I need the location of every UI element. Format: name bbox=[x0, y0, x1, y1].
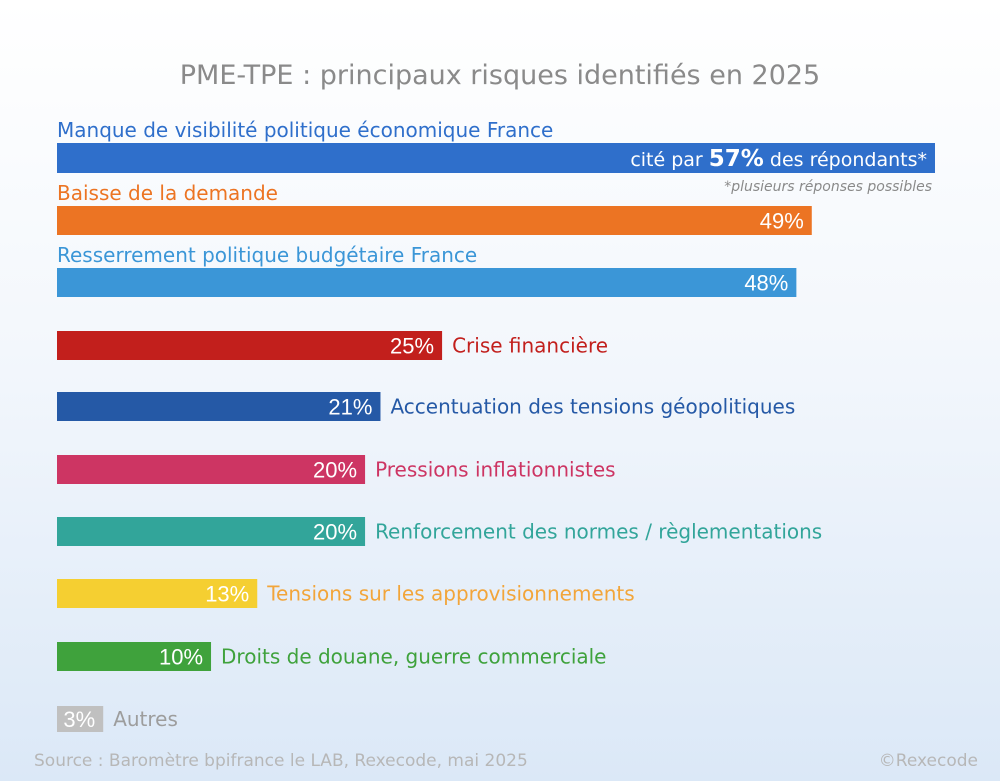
value-prefix: cité par bbox=[630, 149, 708, 171]
bar-4 bbox=[57, 331, 443, 360]
category-label-1: Manque de visibilité politique économiqu… bbox=[57, 118, 553, 142]
category-label-9: Droits de douane, guerre commerciale bbox=[221, 645, 606, 669]
category-label-8: Tensions sur les approvisionnements bbox=[266, 582, 634, 606]
source-text: Source : Baromètre bpifrance le LAB, Rex… bbox=[34, 751, 528, 771]
bar-1 bbox=[57, 143, 935, 173]
bar-3 bbox=[57, 268, 797, 297]
labels-group: cité par 57% des répondants* Manque de vi… bbox=[57, 118, 927, 732]
bar-5 bbox=[57, 392, 381, 421]
copyright-text: ©Rexecode bbox=[879, 751, 978, 771]
chart-title: PME-TPE : principaux risques identifiés … bbox=[180, 60, 820, 91]
footnote: *plusieurs réponses possibles bbox=[724, 179, 932, 195]
value-suffix: des répondants* bbox=[764, 149, 927, 171]
category-label-2: Baisse de la demande bbox=[57, 181, 278, 205]
category-label-7: Renforcement des normes / règlementation… bbox=[375, 520, 822, 544]
bar-8 bbox=[57, 579, 258, 608]
value-label-8: 13% bbox=[205, 582, 249, 607]
category-label-3: Resserrement politique budgétaire France bbox=[57, 243, 477, 267]
bars-group bbox=[57, 143, 935, 732]
category-label-6: Pressions inflationnistes bbox=[375, 458, 616, 482]
value-label-1: cité par 57% des répondants* bbox=[630, 146, 927, 172]
bar-9 bbox=[57, 642, 212, 671]
category-label-4: Crise financière bbox=[452, 334, 608, 358]
value-label-5: 21% bbox=[328, 395, 372, 420]
value-label-4: 25% bbox=[390, 334, 434, 359]
bar-6 bbox=[57, 455, 366, 484]
bar-7 bbox=[57, 517, 366, 546]
bar-2 bbox=[57, 206, 812, 235]
value-label-7: 20% bbox=[313, 520, 357, 545]
category-label-5: Accentuation des tensions géopolitiques bbox=[390, 395, 795, 419]
value-label-9: 10% bbox=[159, 645, 203, 670]
value-label-2: 49% bbox=[760, 209, 804, 234]
bar-10 bbox=[57, 706, 104, 732]
value-number-1: 57% bbox=[709, 146, 764, 172]
value-label-10: 3% bbox=[63, 707, 95, 732]
value-label-3: 48% bbox=[744, 271, 788, 296]
category-label-10: Autres bbox=[113, 707, 178, 731]
value-label-6: 20% bbox=[313, 458, 357, 483]
